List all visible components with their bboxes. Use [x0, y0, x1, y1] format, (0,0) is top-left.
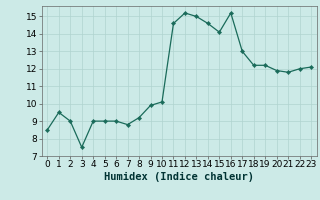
X-axis label: Humidex (Indice chaleur): Humidex (Indice chaleur)	[104, 172, 254, 182]
